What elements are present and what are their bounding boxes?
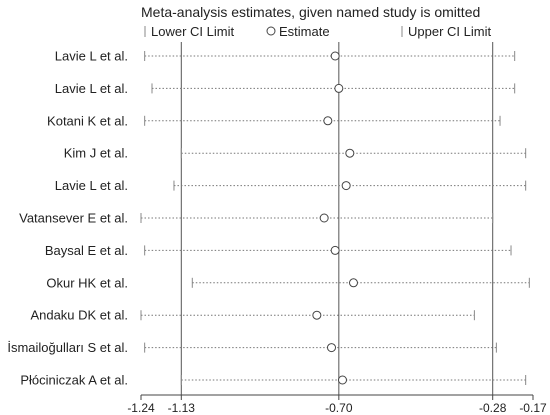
x-tick-label: -1.24 — [127, 401, 155, 415]
study-rows: Lavie L et al. Lavie L et al. Kotani K et … — [7, 49, 530, 388]
chart-title: Meta-analysis estimates, given named stu… — [141, 4, 480, 20]
study-label: Płóciniczak A et al. — [20, 373, 128, 388]
study-label: Lavie L et al. — [55, 49, 128, 64]
estimate-point — [345, 148, 355, 158]
study-label: Lavie L et al. — [55, 81, 128, 96]
legend-estimate-label: Estimate — [279, 24, 330, 39]
estimate-point — [330, 51, 340, 61]
x-tick-label: -0.70 — [325, 401, 353, 415]
study-label: Vatansever E et al. — [19, 211, 128, 226]
study-row: Vatansever E et al. — [19, 211, 494, 226]
estimate-point — [348, 278, 358, 288]
study-label: Okur HK et al. — [46, 275, 128, 290]
study-row: İsmailoğulları S et al. — [7, 340, 497, 355]
study-row: Andaku DK et al. — [30, 308, 475, 323]
study-row: Baysal E et al. — [45, 243, 512, 258]
legend-upper-ci-label: Upper CI Limit — [408, 24, 491, 39]
legend-estimate-icon — [266, 26, 276, 36]
study-row: Płóciniczak A et al. — [20, 373, 527, 388]
study-label: İsmailoğulları S et al. — [7, 340, 128, 355]
study-row: Lavie L et al. — [55, 81, 516, 96]
study-row: Okur HK et al. — [46, 275, 530, 290]
x-tick-label: -0.17 — [519, 401, 547, 415]
estimate-point — [312, 310, 322, 320]
x-tick-label: -0.28 — [479, 401, 507, 415]
estimate-point — [327, 343, 337, 353]
x-tick-label: -1.13 — [168, 401, 196, 415]
study-row: Kotani K et al. — [47, 113, 501, 128]
estimate-point — [330, 245, 340, 255]
study-label: Baysal E et al. — [45, 243, 128, 258]
legend: Lower CI Limit Estimate Upper CI Limit — [144, 24, 491, 39]
estimate-point — [334, 83, 344, 93]
study-row: Lavie L et al. — [55, 178, 527, 193]
estimate-point — [337, 375, 347, 385]
study-label: Andaku DK et al. — [30, 308, 128, 323]
x-axis-ticks: -1.24 -1.13 -0.70 -0.28 -0.17 — [127, 395, 547, 415]
study-row: Kim J et al. — [64, 146, 527, 161]
study-label: Kim J et al. — [64, 146, 128, 161]
study-row: Lavie L et al. — [55, 49, 516, 64]
study-label: Lavie L et al. — [55, 178, 128, 193]
study-label: Kotani K et al. — [47, 113, 128, 128]
estimate-point — [323, 116, 333, 126]
legend-lower-ci-label: Lower CI Limit — [151, 24, 234, 39]
estimate-point — [319, 213, 329, 223]
estimate-point — [341, 181, 351, 191]
